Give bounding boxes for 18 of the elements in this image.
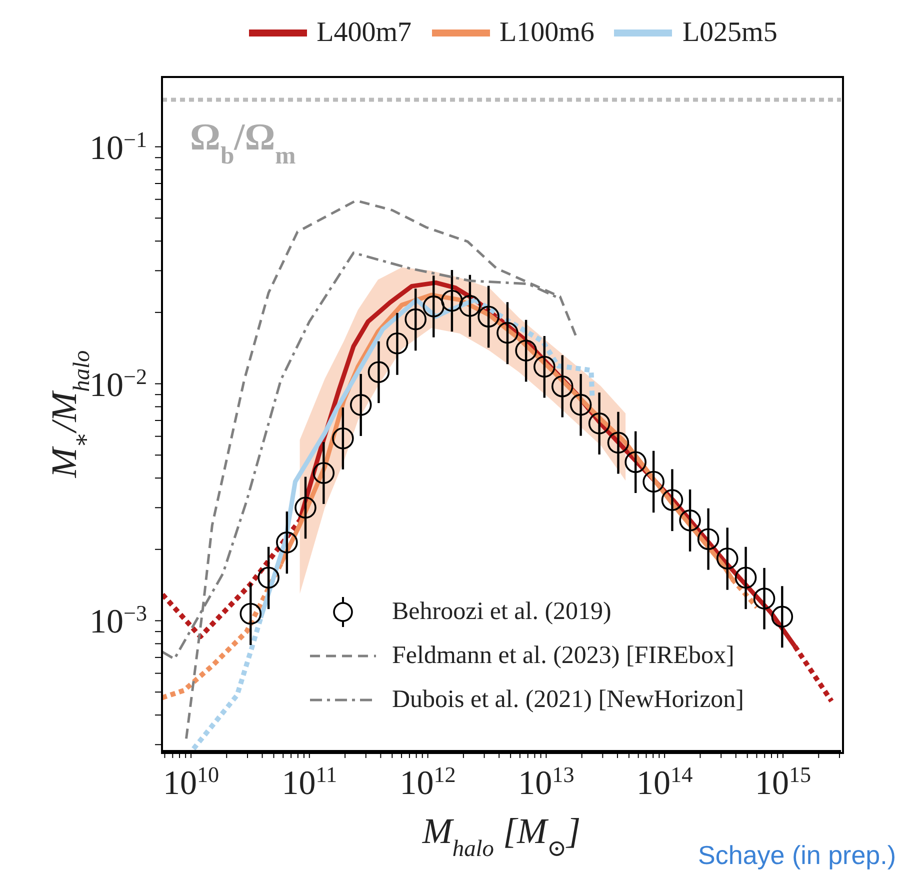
legend-label: Dubois et al. (2021) [NewHorizon]: [392, 686, 744, 714]
y-tick-label: 10$^{−2}$: [89, 363, 147, 404]
legend-label: Behroozi et al. (2019): [392, 598, 612, 626]
legend-label: Feldmann et al. (2023) [FIREbox]: [392, 642, 734, 670]
x-tick-label: 10$^{11}$: [282, 762, 338, 802]
x-tick-label: 10$^{13}$: [518, 762, 574, 802]
ref-line-label: Ω$_{b}$/Ω$_{m}$: [190, 116, 296, 170]
x-tick-label: 10$^{15}$: [754, 762, 812, 802]
y-tick-label: 10$^{−1}$: [89, 126, 147, 167]
legend-label: L025m5: [682, 17, 778, 49]
text: Schaye (in prep.): [698, 840, 896, 871]
x-axis-title: M$_{halo}$ [M$_{⊙}$]: [421, 811, 581, 862]
x-tick-label: 10$^{12}$: [400, 762, 456, 802]
legend-label: L100m6: [500, 17, 594, 49]
legend-label: L400m7: [316, 17, 412, 49]
x-tick-label: 10$^{14}$: [636, 762, 693, 802]
x-tick-label: 10$^{10}$: [162, 762, 220, 802]
y-tick-label: 10$^{−3}$: [89, 600, 147, 641]
